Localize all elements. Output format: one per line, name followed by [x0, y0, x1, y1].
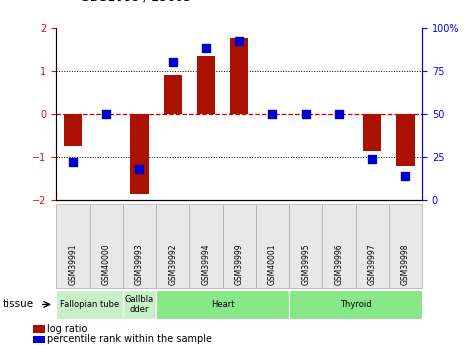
- Point: [136, 166, 143, 172]
- Text: log ratio: log ratio: [47, 324, 87, 334]
- Text: GSM40000: GSM40000: [102, 243, 111, 285]
- Text: Heart: Heart: [211, 300, 234, 309]
- Text: GSM39997: GSM39997: [368, 243, 377, 285]
- Text: percentile rank within the sample: percentile rank within the sample: [47, 335, 212, 344]
- Bar: [230, 38, 249, 114]
- Point: [335, 111, 343, 117]
- Bar: [363, 114, 381, 150]
- Text: GSM39992: GSM39992: [168, 243, 177, 285]
- Point: [302, 111, 310, 117]
- Text: GSM39994: GSM39994: [201, 243, 211, 285]
- Text: GSM39991: GSM39991: [68, 243, 77, 285]
- Text: GSM39993: GSM39993: [135, 243, 144, 285]
- Point: [102, 111, 110, 117]
- Point: [169, 59, 176, 65]
- Text: GSM39996: GSM39996: [334, 243, 343, 285]
- Point: [369, 156, 376, 161]
- Point: [402, 173, 409, 179]
- Text: Gallbla
dder: Gallbla dder: [125, 295, 154, 314]
- Text: Fallopian tube: Fallopian tube: [60, 300, 119, 309]
- Point: [202, 46, 210, 51]
- Bar: [164, 75, 182, 114]
- Bar: [64, 114, 82, 146]
- Text: GDS1088 / 25603: GDS1088 / 25603: [80, 0, 191, 3]
- Text: GSM39999: GSM39999: [234, 243, 244, 285]
- Point: [269, 111, 276, 117]
- Text: tissue: tissue: [2, 299, 33, 309]
- Point: [235, 39, 243, 44]
- Point: [69, 159, 76, 165]
- Bar: [197, 56, 215, 114]
- Text: GSM40001: GSM40001: [268, 243, 277, 285]
- Bar: [130, 114, 149, 194]
- Bar: [396, 114, 415, 166]
- Text: GSM39998: GSM39998: [401, 243, 410, 285]
- Text: Thyroid: Thyroid: [340, 300, 371, 309]
- Text: GSM39995: GSM39995: [301, 243, 310, 285]
